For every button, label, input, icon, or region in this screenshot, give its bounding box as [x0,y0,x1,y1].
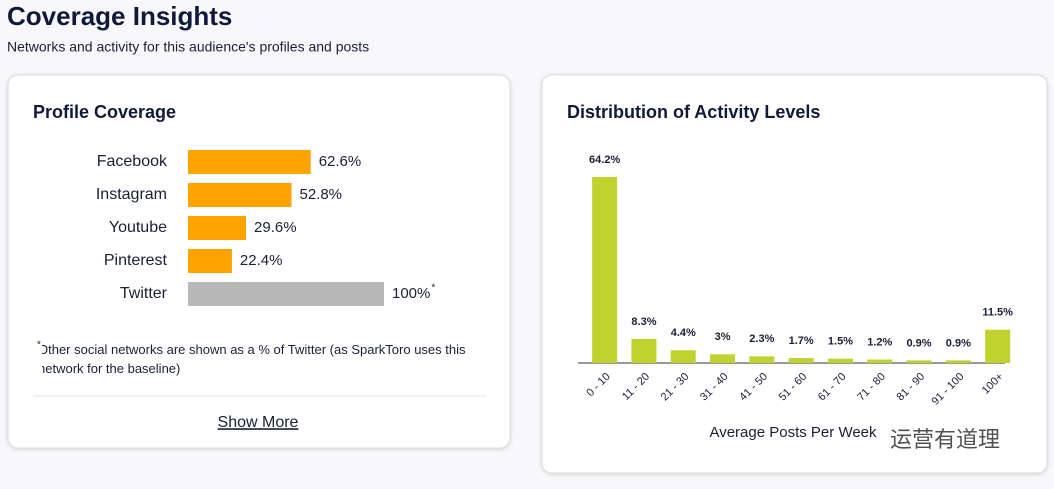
value-label: 8.3% [631,316,656,328]
bar [188,249,232,273]
x-axis-label: Average Posts Per Week [709,424,877,441]
bar [985,329,1011,363]
value-label: 2.3% [749,333,774,345]
value-label: 1.5% [828,336,853,348]
bar [945,360,971,363]
category-label: Facebook [97,153,168,170]
footnote-box: Other social networks are shown as a % o… [42,342,466,376]
page-subtitle: Networks and activity for this audience'… [7,39,369,55]
bar [631,338,657,363]
bar [592,177,618,363]
show-more[interactable]: Show More [218,414,299,431]
bar [867,359,893,363]
footnote: Other social networks are shown as a % o… [42,342,466,376]
value-label: 0.9% [946,337,971,349]
value-label: 1.2% [867,336,892,348]
bar [188,216,247,240]
value-label: 3% [715,331,731,343]
page-title: Coverage Insights [7,1,232,31]
value-label: 22.4% [240,252,283,269]
card [7,74,511,449]
bar [749,356,775,363]
bar [788,358,814,363]
bar [710,354,736,363]
bar [906,360,932,363]
value-label: 29.6% [254,219,297,236]
category-label: Twitter [120,285,168,302]
value-label: 100% [392,285,430,302]
value-label: 64.2% [589,154,620,166]
value-label: 11.5% [982,307,1013,319]
value-label: 4.4% [671,327,696,339]
bar [188,150,311,174]
card-title: Profile Coverage [33,102,176,122]
bar [670,350,696,363]
category-label: Instagram [96,186,167,203]
bar [827,358,853,363]
footnote-marker: * [37,340,41,351]
footnote-marker: * [431,283,435,294]
card [541,74,1048,474]
category-label: Youtube [109,219,167,236]
card-title: Distribution of Activity Levels [567,102,820,122]
value-label: 62.6% [319,153,362,170]
value-label: 52.8% [299,186,342,203]
value-label: 0.9% [907,337,932,349]
watermark: 运营有道理 [890,427,1000,452]
value-label: 1.7% [789,335,814,347]
category-label: Pinterest [104,252,168,269]
bar [188,183,292,207]
bar [188,282,384,306]
